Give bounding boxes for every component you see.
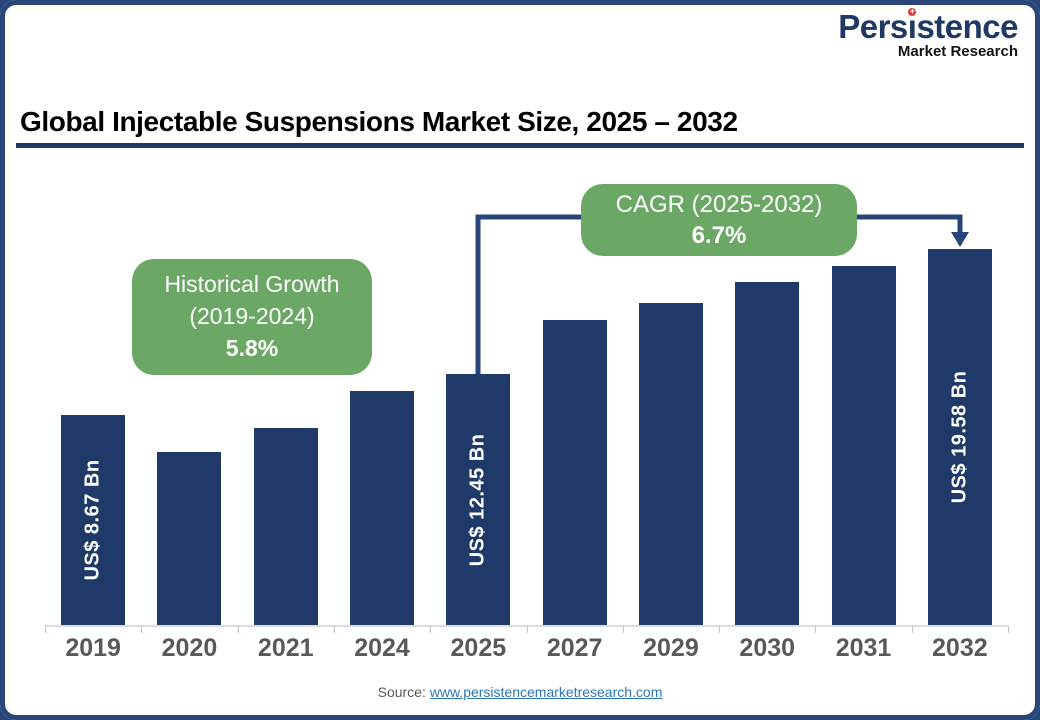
axis-tick <box>237 626 239 633</box>
bar-2029 <box>638 303 703 625</box>
axis-tick <box>141 626 143 633</box>
brand-tagline: Market Research <box>897 43 1018 60</box>
historical-growth-line1: Historical Growth <box>164 271 340 297</box>
axis-tick <box>1008 626 1009 633</box>
axis-tick <box>45 626 46 633</box>
page-title: Global Injectable Suspensions Market Siz… <box>20 106 738 137</box>
bar-2020 <box>157 452 222 625</box>
bar-2019: US$ 8.67 Bn <box>61 415 126 625</box>
x-axis-label: 2032 <box>932 634 988 662</box>
bar-value-label: US$ 19.58 Bn <box>948 370 971 504</box>
x-axis-label: 2031 <box>835 634 892 662</box>
axis-tick <box>333 626 335 633</box>
source-link[interactable]: www.persistencemarketresearch.com <box>429 684 663 700</box>
bar-2025: US$ 12.45 Bn <box>446 374 511 625</box>
x-axis-label: 2025 <box>450 634 507 662</box>
axis-tick <box>526 626 528 633</box>
x-axis-label: 2024 <box>354 634 410 662</box>
axis-tick <box>430 626 432 633</box>
bar-2030 <box>735 282 800 625</box>
cagr-callout: CAGR (2025-2032) 6.7% <box>581 184 857 256</box>
bar-value-label: US$ 8.67 Bn <box>81 459 104 581</box>
historical-growth-callout: Historical Growth (2019-2024) 5.8% <box>132 259 372 375</box>
cagr-line1: CAGR (2025-2032) <box>615 191 823 218</box>
bar-value-label: US$ 12.45 Bn <box>466 433 489 566</box>
axis-tick <box>719 626 721 633</box>
x-axis-label: 2021 <box>257 634 314 662</box>
bar-2031 <box>831 266 896 625</box>
x-axis-label: 2030 <box>739 634 796 662</box>
x-axis-label: 2029 <box>643 634 699 662</box>
title-underline <box>16 143 1024 148</box>
bar-2032: US$ 19.58 Bn <box>927 249 992 625</box>
bar-2024 <box>350 391 415 625</box>
historical-growth-value: 5.8% <box>225 335 279 361</box>
x-axis-label: 2019 <box>65 634 121 662</box>
axis-tick <box>622 626 624 633</box>
historical-growth-line2: (2019-2024) <box>189 303 315 329</box>
source-label: Source: <box>377 684 426 700</box>
x-axis-label: 2027 <box>546 634 603 662</box>
bar-2021 <box>253 428 318 625</box>
source-line: Source: www.persistencemarketresearch.co… <box>0 684 1040 700</box>
cagr-value: 6.7% <box>691 222 747 249</box>
axis-tick <box>815 626 817 633</box>
brand-logo: Persıstence Market Research <box>838 8 1018 60</box>
logo-red-dot-icon <box>908 8 917 16</box>
bar-2027 <box>542 320 607 625</box>
x-axis-label: 2020 <box>161 634 218 662</box>
axis-tick <box>911 626 913 633</box>
brand-name: Persıstence <box>838 8 1018 43</box>
